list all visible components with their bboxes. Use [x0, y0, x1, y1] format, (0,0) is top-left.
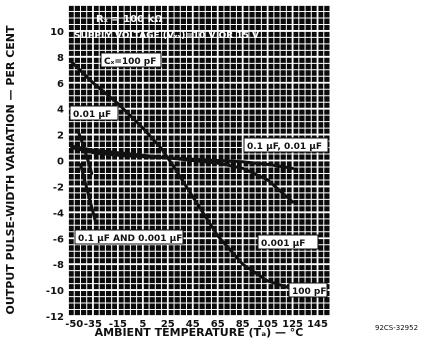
- curve-label-box: [74, 229, 184, 245]
- figure-code: 92CS-32952: [375, 324, 418, 332]
- y-tick-label: 0: [57, 157, 64, 168]
- y-tick-label: -2: [53, 182, 64, 193]
- y-tick-label: -12: [46, 312, 64, 323]
- y-tick-label: -4: [53, 208, 64, 219]
- x-tick-labels: -50 -35 -15 5 25 45 65 85 105 125 145: [65, 319, 328, 330]
- curve-labels: Cₓ=100 pF 0.01 µF 0.1 µF, 0.01 µF 0.1 µF AN…: [69, 52, 329, 298]
- curve-label: 0.1 µF AND 0.001 µF: [78, 234, 182, 244]
- condition-rx: Rₓ = 100 kΩ: [96, 14, 163, 25]
- y-tick-label: 8: [57, 53, 64, 64]
- x-tick-label: -50: [65, 319, 83, 330]
- curve-label: 0.1 µF, 0.01 µF: [247, 142, 322, 152]
- curve-label: 0.01 µF: [73, 110, 111, 120]
- y-tick-label: 2: [57, 131, 64, 142]
- curve-label-box: [69, 105, 119, 121]
- x-tick-label: -35: [84, 319, 102, 330]
- series-line-2: [70, 144, 295, 204]
- x-tick-label: -15: [109, 319, 127, 330]
- x-tick-label: 65: [211, 319, 225, 330]
- series-line-0: [70, 60, 295, 291]
- y-tick-label: -8: [53, 260, 64, 271]
- curve-label-box: [288, 282, 328, 298]
- x-tick-label: 125: [282, 319, 303, 330]
- curve-label-box: [257, 234, 319, 250]
- x-tick-label: 105: [257, 319, 278, 330]
- y-tick-label: -6: [53, 234, 64, 245]
- y-tick-labels: 10 8 6 4 2 0 -2 -4 -6 -8 -10 -12: [46, 27, 64, 323]
- x-tick-label: 45: [186, 319, 200, 330]
- y-tick-label: 4: [57, 105, 64, 116]
- x-tick-label: 145: [307, 319, 328, 330]
- x-tick-label: 25: [161, 319, 175, 330]
- y-tick-label: 6: [57, 79, 64, 90]
- series-line-3: [76, 129, 94, 175]
- curve-label: 0.001 µF: [261, 239, 305, 249]
- x-tick-label: 85: [236, 319, 250, 330]
- curve-label-box: [100, 52, 162, 68]
- curve-label-box: [243, 137, 329, 153]
- y-tick-label: -10: [46, 286, 64, 297]
- y-axis-title: OUTPUT PULSE-WIDTH VARIATION — PER CENT: [4, 25, 17, 315]
- curve-label: 100 pF: [292, 287, 327, 297]
- curve-label: Cₓ=100 pF: [104, 57, 156, 67]
- series-line-4: [79, 162, 97, 223]
- x-tick-label: 5: [139, 319, 146, 330]
- curves: [70, 60, 295, 291]
- y-tick-label: 10: [50, 27, 64, 38]
- condition-supply: SUPPLY VOLTAGE (Vₓₓ)=10 V OR 15 V: [74, 31, 259, 41]
- x-axis-title: AMBIENT TEMPERATURE (Tₐ) — °C: [95, 326, 304, 339]
